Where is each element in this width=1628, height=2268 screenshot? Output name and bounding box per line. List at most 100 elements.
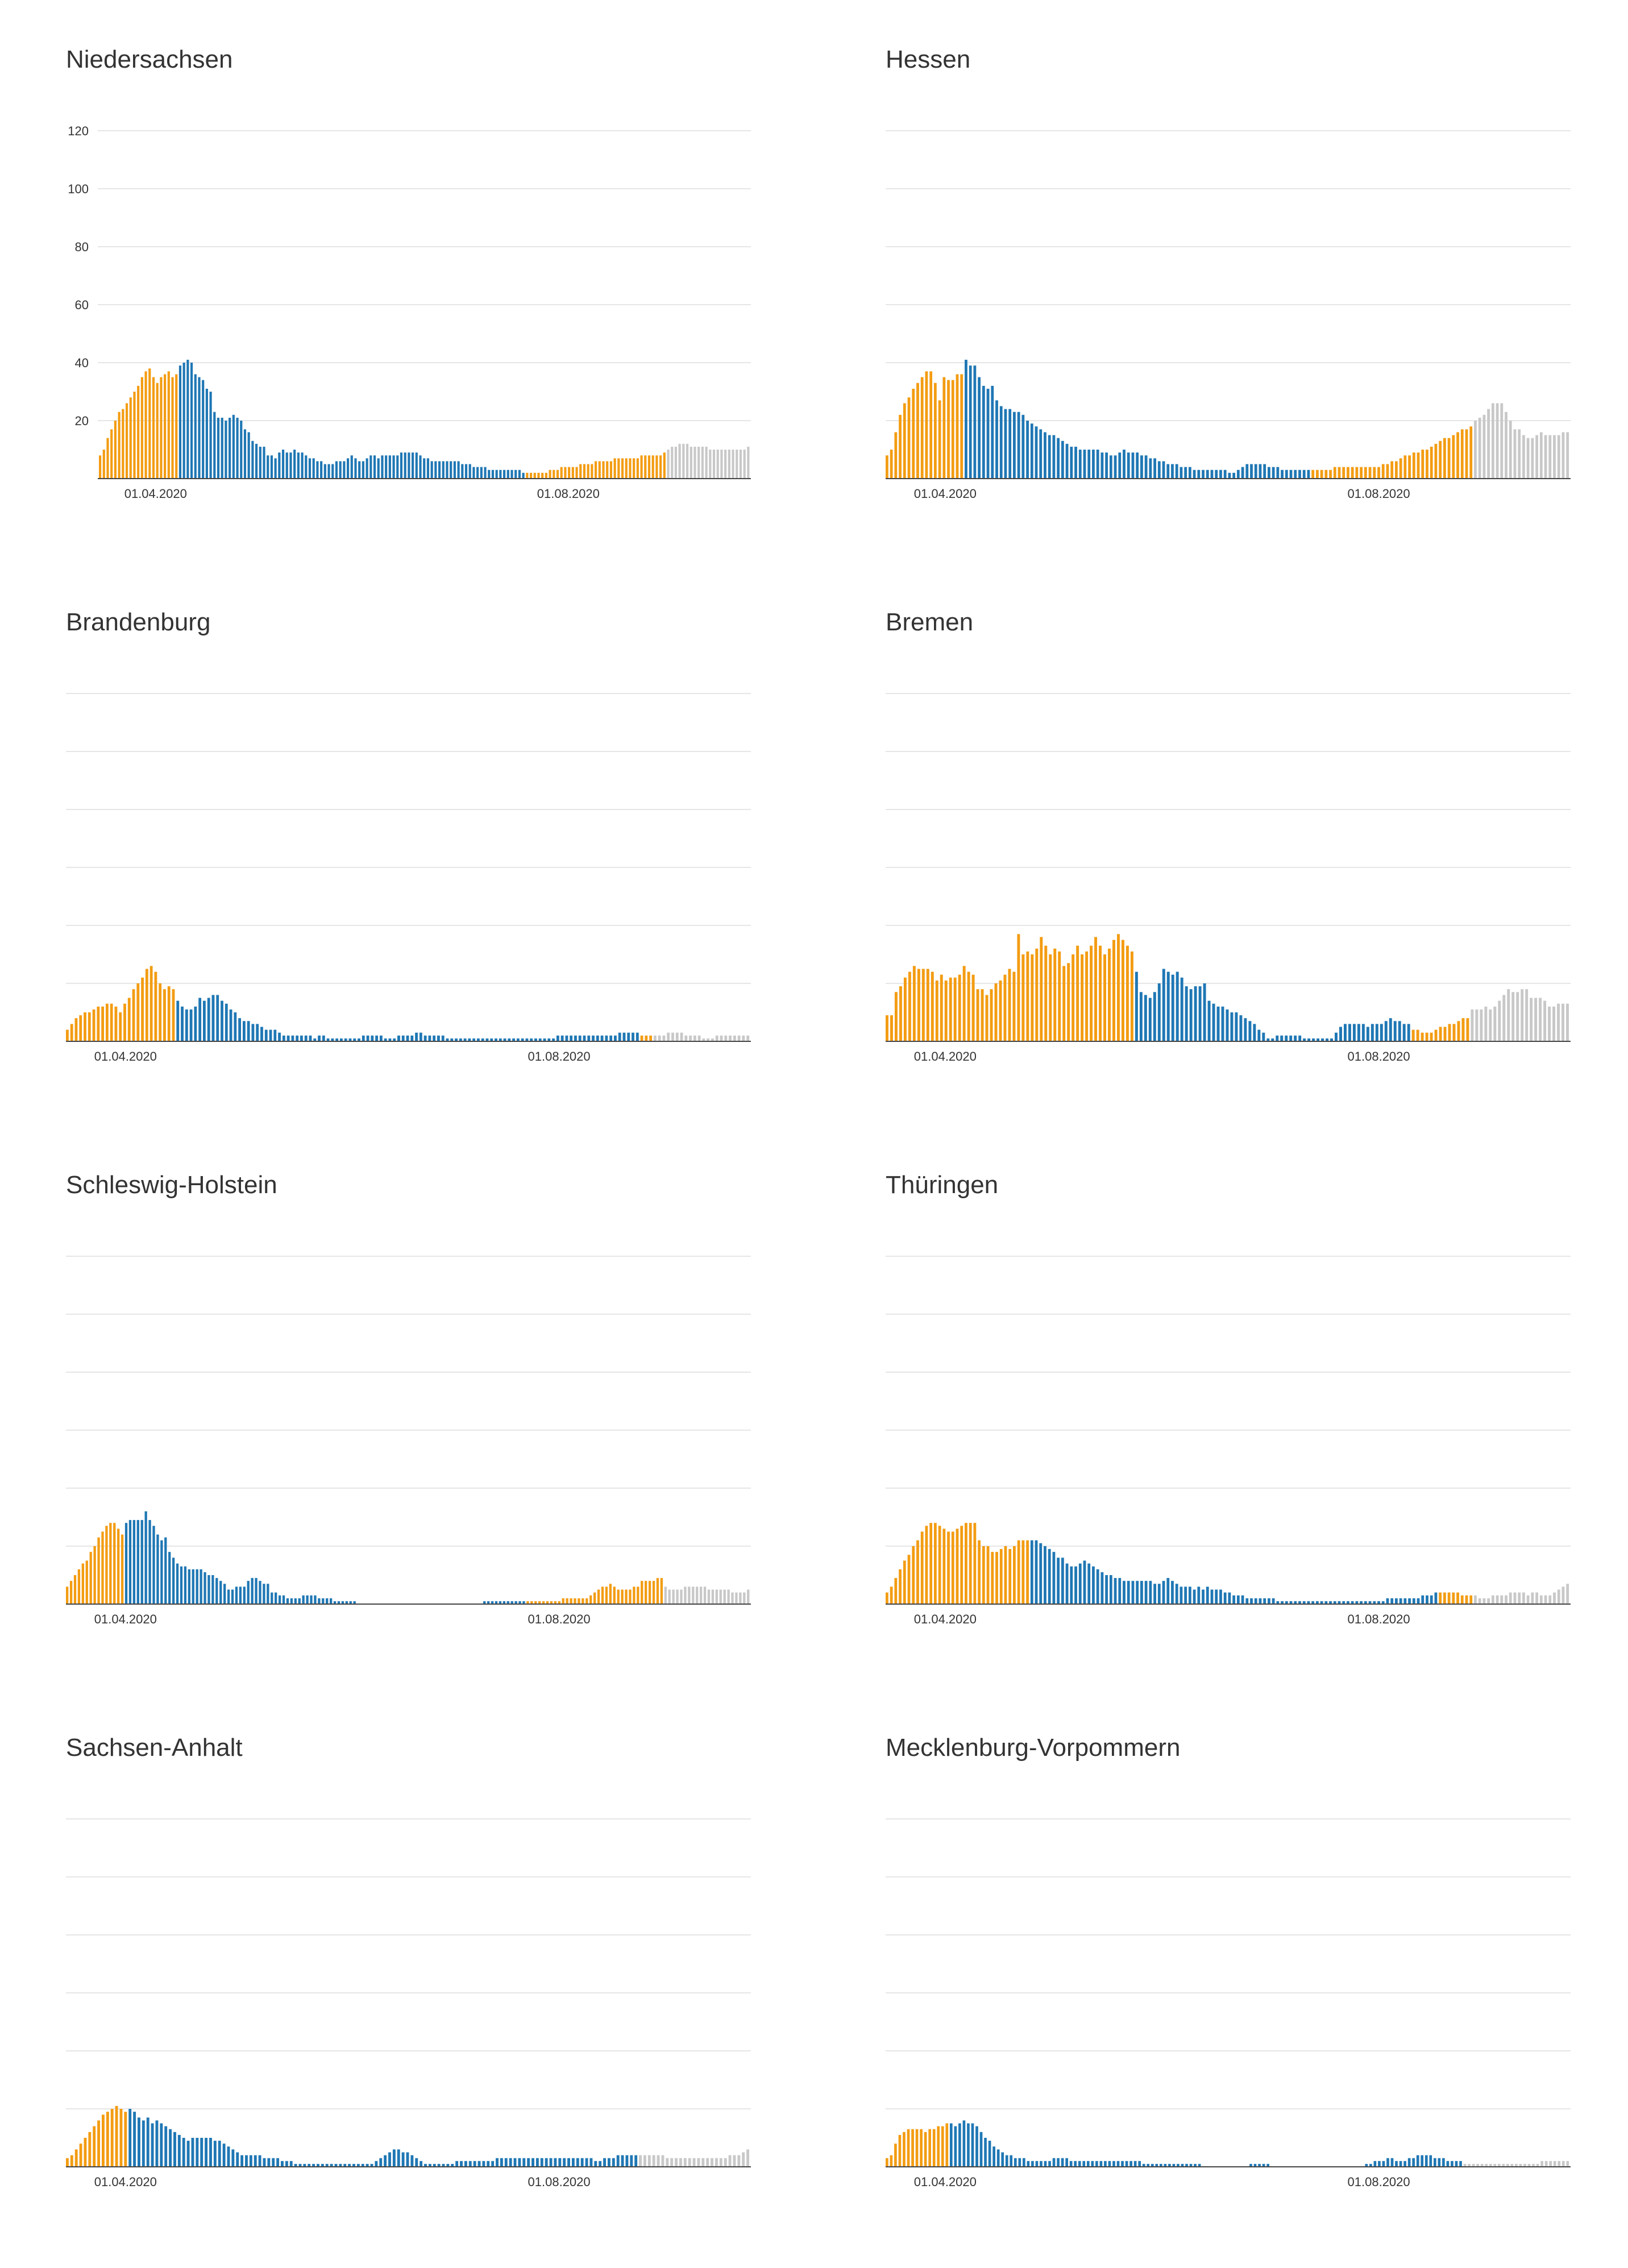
- bar: [1496, 403, 1499, 479]
- bar: [692, 2158, 696, 2167]
- bar: [984, 2138, 987, 2167]
- bar: [1215, 470, 1218, 479]
- bar: [1535, 1592, 1538, 1604]
- bar: [1144, 455, 1148, 479]
- bar: [1109, 455, 1112, 479]
- bar: [605, 1586, 608, 1604]
- bar: [599, 2161, 602, 2167]
- bar: [175, 374, 178, 479]
- bar: [1144, 995, 1147, 1041]
- bar: [518, 470, 521, 479]
- bar: [1245, 464, 1249, 479]
- bar: [353, 1601, 356, 1604]
- bar: [1434, 1029, 1438, 1041]
- bar: [491, 470, 495, 479]
- bar: [1463, 2163, 1467, 2167]
- bar: [976, 989, 979, 1041]
- bar: [1429, 2155, 1432, 2167]
- bar: [1005, 2155, 1008, 2167]
- bar: [1180, 977, 1183, 1041]
- bar: [1151, 2163, 1154, 2167]
- bar: [1474, 421, 1477, 479]
- bar: [1342, 467, 1345, 479]
- bar: [1553, 435, 1556, 479]
- bar: [298, 1598, 301, 1604]
- bar: [234, 1012, 237, 1041]
- bar: [605, 1035, 608, 1041]
- bar: [84, 2138, 87, 2167]
- bar: [1489, 1009, 1492, 1041]
- y-tick-label: 100: [68, 182, 89, 196]
- bar: [1530, 998, 1533, 1041]
- bar: [231, 1589, 234, 1604]
- bar: [894, 1578, 898, 1604]
- bar: [1338, 467, 1341, 479]
- bar: [712, 450, 716, 479]
- bar: [348, 1038, 352, 1041]
- bar: [271, 1592, 273, 1604]
- bar: [660, 1578, 663, 1604]
- bar: [255, 1578, 258, 1604]
- bar: [616, 2155, 620, 2167]
- chart-svg: 01.04.2020 01.08.2020: [66, 693, 751, 1064]
- bar: [457, 461, 460, 479]
- bar: [426, 458, 430, 479]
- bar: [176, 1000, 180, 1041]
- bar: [1298, 1035, 1302, 1041]
- bar: [1166, 971, 1170, 1041]
- bar: [267, 2158, 271, 2167]
- bar: [274, 458, 277, 479]
- bar: [636, 1032, 639, 1041]
- bar: [133, 392, 136, 479]
- bar: [538, 1601, 541, 1604]
- bar: [675, 2158, 678, 2167]
- bar: [956, 1528, 959, 1604]
- bar: [1497, 2163, 1501, 2167]
- x-tick-label: 01.08.2020: [1348, 1049, 1410, 1064]
- bar: [216, 995, 219, 1041]
- bar: [1018, 2158, 1021, 2167]
- bar: [652, 2155, 655, 2167]
- bar: [537, 472, 540, 479]
- bar: [1302, 1601, 1306, 1604]
- bar: [565, 1035, 568, 1041]
- bar: [309, 1035, 312, 1041]
- bar: [305, 455, 308, 479]
- bar: [263, 2158, 266, 2167]
- bar: [1166, 1578, 1170, 1604]
- bar: [747, 446, 750, 479]
- bar: [1430, 1595, 1433, 1604]
- bar: [929, 1523, 933, 1604]
- bar: [419, 1032, 422, 1041]
- bar: [503, 470, 506, 479]
- bar: [155, 2120, 159, 2167]
- bar: [423, 1035, 427, 1041]
- bar: [580, 2158, 584, 2167]
- bar: [1058, 951, 1061, 1041]
- bar: [1241, 467, 1244, 479]
- bar: [264, 1029, 268, 1041]
- bar: [680, 1589, 683, 1604]
- bar: [508, 1038, 511, 1041]
- bar: [446, 2163, 450, 2167]
- bar: [318, 1598, 321, 1604]
- y-tick-label: 20: [75, 414, 89, 428]
- bar: [1263, 464, 1266, 479]
- bar: [715, 1589, 718, 1604]
- bar: [1434, 1592, 1438, 1604]
- bar: [1131, 452, 1135, 479]
- bar: [337, 1601, 340, 1604]
- bar: [1361, 1024, 1365, 1041]
- bar: [1480, 2163, 1484, 2167]
- bar: [1281, 470, 1284, 479]
- bar: [211, 995, 215, 1041]
- bar: [1149, 1581, 1152, 1604]
- bar: [731, 1592, 734, 1604]
- bar: [506, 1601, 509, 1604]
- bar: [281, 450, 285, 479]
- bar: [167, 986, 171, 1041]
- bar: [1335, 1032, 1338, 1041]
- bar: [106, 2112, 109, 2167]
- bar: [202, 380, 205, 479]
- bar: [589, 1595, 592, 1604]
